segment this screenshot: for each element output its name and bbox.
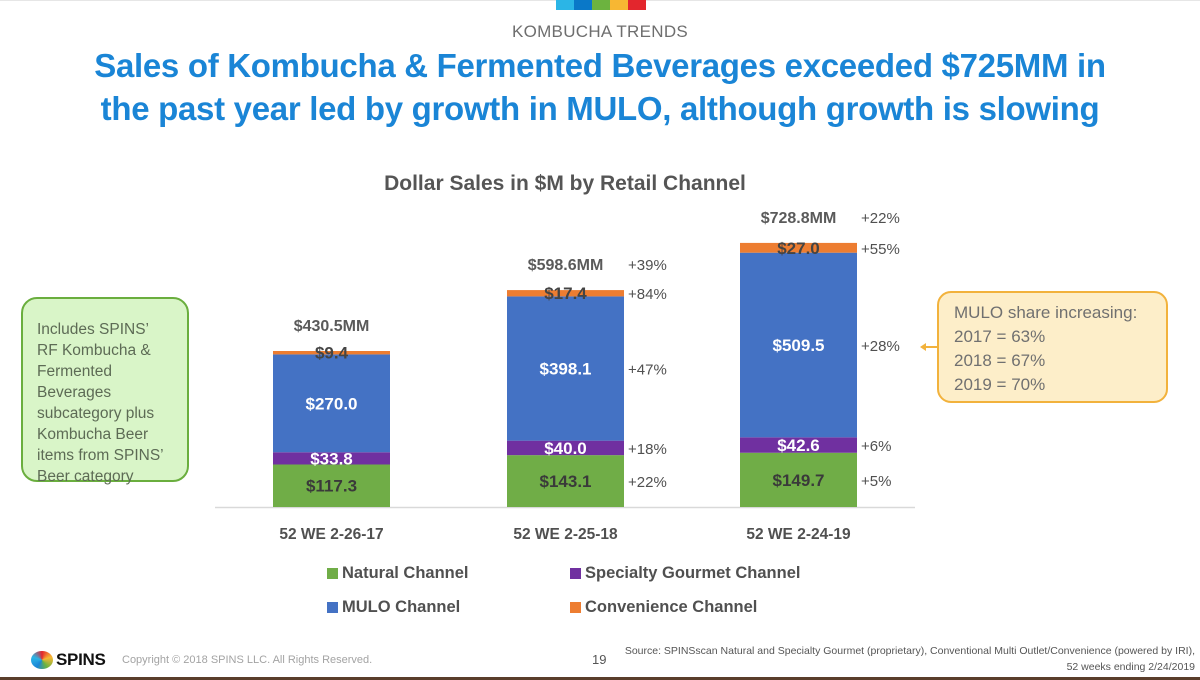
scope-note-line: Beverages [37,384,112,401]
data-label: $398.1 [540,360,592,379]
bar-segment-convenience-channel [507,290,624,297]
bar-segment-natural-channel [507,455,624,507]
stripe-segment [628,0,646,10]
scope-note-line: RF Kombucha & [37,342,151,359]
source-line-1: Source: SPINSscan Natural and Specialty … [624,645,1195,657]
data-label: $509.5 [773,336,825,355]
scope-note-line: Includes SPINS’ [37,321,149,338]
stripe-segment [574,0,592,10]
legend-label: Natural Channel [342,564,469,582]
data-label: $17.4 [544,284,587,303]
legend-item: MULO Channel [327,598,460,617]
bottom-rule [0,677,1200,680]
data-label: $33.8 [310,449,353,468]
growth-label: +22% [628,474,667,491]
total-growth-label: +22% [861,210,900,227]
stripe-segment [592,0,610,10]
scope-note-line: Beer category [37,468,134,485]
stripe-segment [610,0,628,10]
section-kicker: KOMBUCHA TRENDS [511,22,689,41]
scope-note-line: items from SPINS’ [37,447,164,464]
growth-label: +47% [628,362,667,379]
data-label: $149.7 [773,471,825,490]
copyright-text: Copyright © 2018 SPINS LLC. All Rights R… [122,654,373,666]
total-growth-label: +39% [628,257,667,274]
bar-segment-convenience-channel [740,242,857,253]
bar-segment-mulo-channel [273,354,390,453]
callout-arrow-icon [920,343,926,351]
category-tick-label: 52 WE 2-26-17 [279,526,383,543]
spins-wordmark: SPINS [56,650,106,669]
growth-label: +55% [861,241,900,258]
growth-label: +84% [628,286,667,303]
mulo-share-heading: MULO share increasing: [954,303,1138,322]
data-label: $117.3 [306,477,357,496]
bar-segment-natural-channel [273,464,390,507]
scope-note-box: Includes SPINS’ RF Kombucha & Fermented Bev… [21,297,189,485]
growth-label: +18% [628,441,667,458]
mulo-share-line: 2019 = 70% [954,375,1046,394]
legend-label: Convenience Channel [585,598,758,616]
page-number: 19 [592,652,607,667]
growth-label: +28% [861,338,900,355]
bar-segment-natural-channel [740,452,857,507]
legend-item: Natural Channel [327,564,469,583]
legend-swatch [327,602,338,613]
source-note: Source: SPINSscan Natural and Specialty … [625,643,1195,675]
bar-segment-specialty-gourmet-channel [740,437,857,453]
category-tick-label: 52 WE 2-25-18 [513,526,618,543]
mulo-share-line: 2017 = 63% [954,327,1046,346]
legend-label: Specialty Gourmet Channel [585,564,801,582]
bar-segment-convenience-channel [273,351,390,355]
data-label: $42.6 [777,436,820,455]
stripe-segment [556,0,574,10]
growth-label: +6% [861,438,891,455]
data-label: $27.0 [777,239,820,258]
legend-swatch [327,568,338,579]
scope-note-line: subcategory plus [37,405,155,422]
spins-globe-icon [31,651,53,669]
mulo-share-line: 2018 = 67% [954,351,1046,370]
growth-label: +5% [861,473,891,490]
headline-line-1: Sales of Kombucha & Fermented Beverages … [94,47,1106,84]
legend-item: Convenience Channel [570,598,757,617]
bar-segment-mulo-channel [507,296,624,441]
bar-segment-mulo-channel [740,252,857,438]
bar-segment-specialty-gourmet-channel [273,452,390,465]
brand-color-stripe [556,0,646,10]
chart-title: Dollar Sales in $M by Retail Channel [384,172,746,195]
headline-line-2: the past year led by growth in MULO, alt… [100,90,1100,127]
bar-segment-specialty-gourmet-channel [507,440,624,456]
slide-headline: Sales of Kombucha & Fermented Beverages … [0,44,1200,130]
data-label: $9.4 [315,344,349,363]
data-label: $40.0 [544,439,587,458]
legend-swatch [570,602,581,613]
data-label: $143.1 [540,472,592,491]
total-label: $430.5MM [294,318,370,335]
total-label: $598.6MM [528,257,604,274]
mulo-share-callout: MULO share increasing: 2017 = 63% 2018 = 6… [937,291,1168,403]
source-line-2: 52 weeks ending 2/24/2019 [1066,661,1195,673]
legend-item: Specialty Gourmet Channel [570,564,800,583]
data-label: $270.0 [306,394,358,413]
legend-swatch [570,568,581,579]
category-tick-label: 52 WE 2-24-19 [746,526,851,543]
total-label: $728.8MM [761,210,837,227]
legend-label: MULO Channel [342,598,461,616]
spins-logo: SPINS [31,650,106,670]
scope-note-line: Fermented [37,363,112,380]
scope-note-line: Kombucha Beer [37,426,149,443]
callout-arrow-line [925,346,937,348]
